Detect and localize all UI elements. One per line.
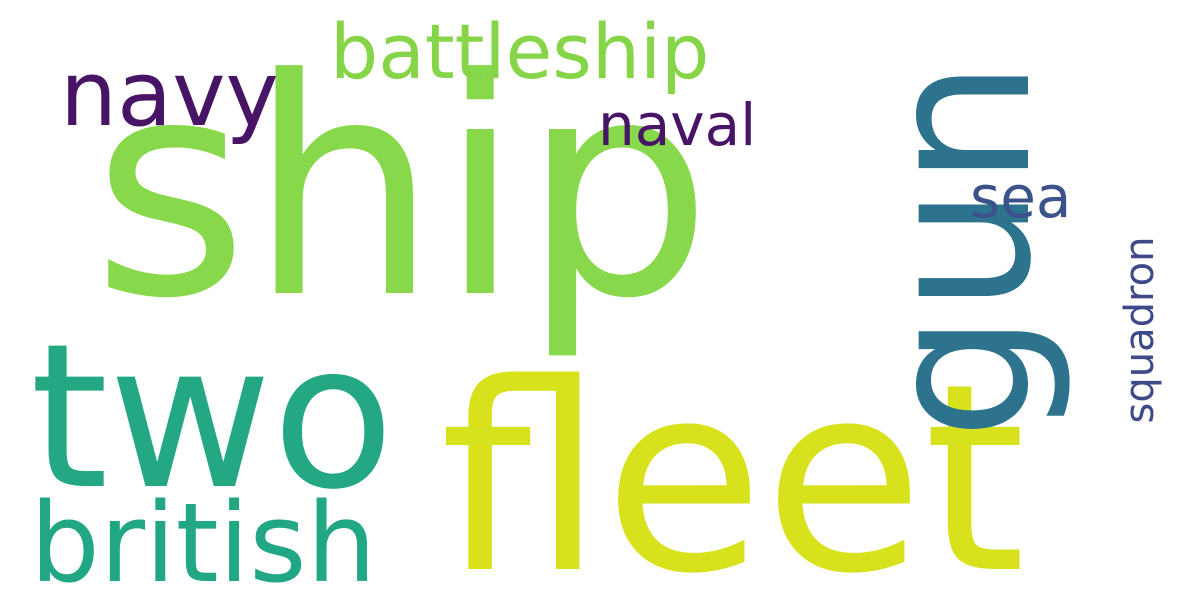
word-sea: sea [970,163,1072,231]
word-navy: navy [60,42,279,147]
word-battleship: battleship [330,7,710,96]
word-fleet: fleet [440,329,1026,607]
word-two: two [30,301,395,534]
word-squadron: squadron [1117,236,1163,424]
word-ship: ship [92,15,713,364]
word-naval: naval [598,91,757,159]
word-british: british [30,479,377,607]
